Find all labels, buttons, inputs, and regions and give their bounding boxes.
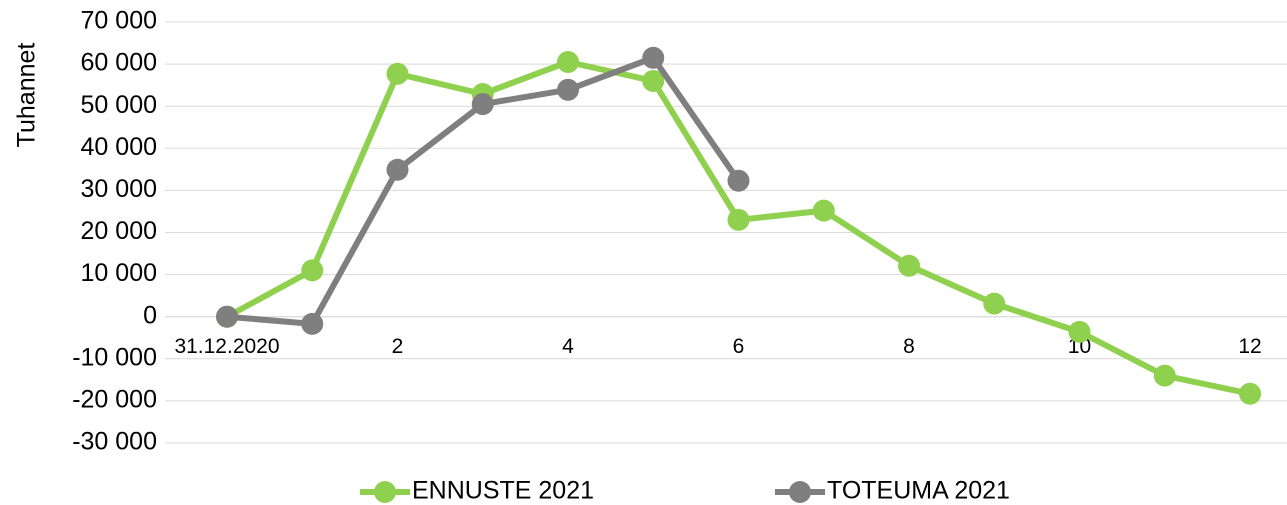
legend-label: TOTEUMA 2021	[827, 477, 1010, 505]
data-point	[727, 208, 750, 231]
data-point	[642, 69, 665, 92]
data-point	[471, 93, 494, 116]
y-tick-label: 50 000	[81, 91, 157, 119]
data-point	[557, 50, 579, 73]
y-tick-label: -30 000	[72, 428, 157, 456]
data-point	[386, 158, 409, 181]
y-tick-label: 20 000	[81, 217, 157, 245]
data-point	[812, 199, 835, 222]
x-tick-label: 8	[903, 335, 915, 358]
y-tick-label: 0	[143, 301, 157, 329]
x-tick-label: 6	[733, 335, 745, 358]
x-tick-label: 31.12.2020	[174, 335, 279, 358]
legend-marker	[789, 481, 811, 503]
y-tick-label: 70 000	[81, 7, 157, 35]
data-point	[983, 292, 1006, 315]
data-point	[1068, 320, 1091, 343]
x-tick-label: 12	[1238, 335, 1261, 358]
x-tick-label: 2	[392, 335, 404, 358]
data-point	[898, 254, 920, 277]
y-tick-label: 10 000	[81, 259, 157, 287]
y-tick-label: 30 000	[81, 175, 157, 203]
y-tick-label: 60 000	[81, 49, 157, 77]
y-tick-label: -10 000	[72, 343, 157, 371]
data-point	[301, 259, 324, 282]
y-tick-label: -20 000	[72, 386, 157, 414]
legend-label: ENNUSTE 2021	[412, 477, 594, 505]
data-point	[1153, 364, 1176, 387]
legend-marker	[374, 481, 396, 503]
data-point	[386, 62, 409, 85]
data-point	[557, 78, 579, 101]
y-tick-label: 40 000	[81, 133, 157, 161]
data-point	[727, 169, 750, 192]
data-point	[301, 312, 324, 335]
x-tick-label: 4	[562, 335, 574, 358]
data-point	[642, 46, 665, 69]
data-point	[216, 305, 238, 328]
y-axis-title: Tuhannet	[13, 43, 41, 148]
data-point	[1239, 382, 1261, 405]
